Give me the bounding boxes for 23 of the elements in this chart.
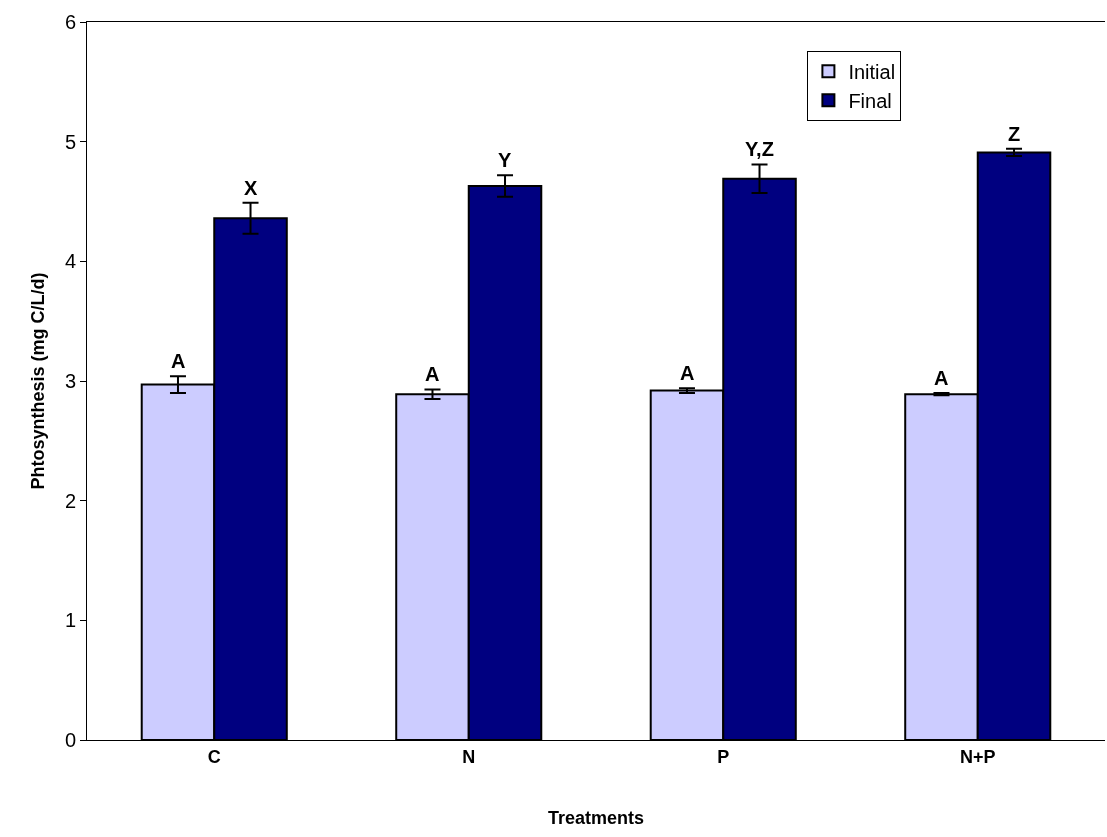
data-label: A — [425, 363, 440, 385]
x-tick-label: N+P — [959, 746, 996, 767]
y-tick-label: 5 — [64, 130, 76, 153]
data-label: Y — [498, 149, 512, 171]
x-tick-label: N — [462, 746, 476, 767]
data-label: Y,Z — [745, 138, 774, 160]
data-label: X — [244, 177, 258, 199]
legend-label: Final — [848, 90, 892, 113]
y-tick-label: 3 — [64, 370, 76, 392]
y-tick-label: 6 — [64, 11, 76, 33]
data-label: Z — [1008, 123, 1021, 145]
y-axis-title: Phtosynthesis (mg C/L/d) — [28, 272, 49, 490]
y-tick-label: 1 — [64, 609, 76, 632]
legend-label: Initial — [848, 61, 896, 84]
x-tick-label: C — [207, 746, 221, 767]
data-label: A — [934, 367, 949, 389]
data-label: A — [680, 362, 695, 384]
y-tick-label: 2 — [64, 489, 76, 512]
x-tick-label: P — [717, 746, 730, 767]
x-axis-title: Treatments — [547, 807, 645, 828]
y-tick-label: 0 — [64, 729, 76, 751]
y-tick-label: 4 — [64, 250, 76, 273]
data-label: A — [171, 350, 186, 372]
